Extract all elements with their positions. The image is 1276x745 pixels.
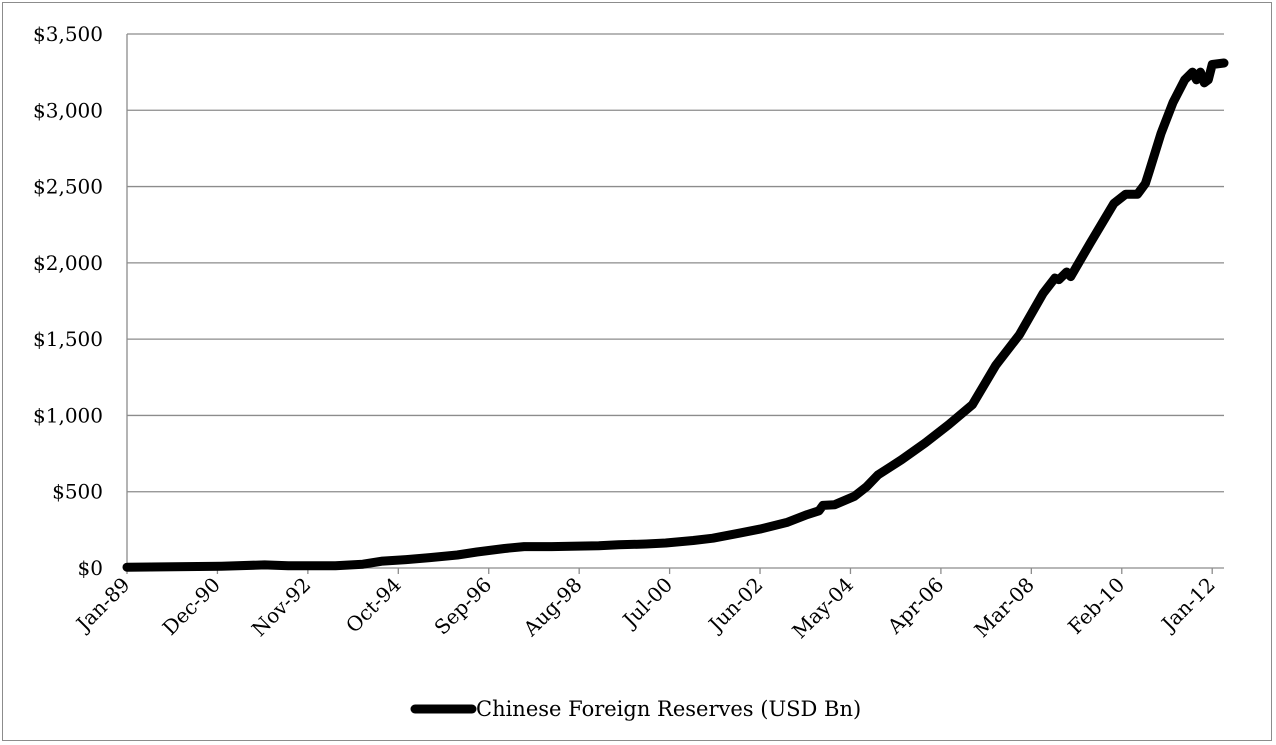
legend: Chinese Foreign Reserves (USD Bn) xyxy=(410,697,861,721)
series-group xyxy=(122,58,1229,572)
x-tick-label: Apr-06 xyxy=(882,573,948,639)
y-tick-label: $500 xyxy=(52,480,103,504)
series-line-chinese-foreign-reserves xyxy=(122,58,1229,572)
x-tick-label: Sep-96 xyxy=(429,573,496,640)
y-tick-label: $3,500 xyxy=(33,22,103,46)
y-tick-label: $1,000 xyxy=(33,403,103,427)
x-tick-label: May-04 xyxy=(787,573,858,644)
gridlines xyxy=(126,33,1224,574)
y-axis-tick-labels: $0 $500 $1,000 $1,500 $2,000 $2,500 $3,000 $3,5… xyxy=(33,22,103,580)
x-tick-label: Feb-10 xyxy=(1063,573,1129,639)
x-tick-label: Jun-02 xyxy=(703,573,768,638)
x-tick-label: Aug-98 xyxy=(518,573,587,642)
x-tick-label: Nov-92 xyxy=(247,573,316,642)
x-tick-label: Jan-89 xyxy=(70,573,134,637)
x-axis-tick-labels: Jan-89 Dec-90 Nov-92 Oct-94 Sep-96 Aug-98 Jul-… xyxy=(70,573,1220,644)
legend-label: Chinese Foreign Reserves (USD Bn) xyxy=(476,697,861,721)
y-tick-label: $2,000 xyxy=(33,251,103,275)
x-tick-label: Oct-94 xyxy=(341,573,406,638)
x-tick-label: Jul-00 xyxy=(617,573,677,633)
x-tick-label: Jan-12 xyxy=(1155,573,1219,637)
y-tick-label: $3,000 xyxy=(33,98,103,122)
x-tick-label: Mar-08 xyxy=(969,573,1038,642)
y-tick-label: $2,500 xyxy=(33,175,103,199)
y-tick-label: $1,500 xyxy=(33,327,103,351)
x-tick-label: Dec-90 xyxy=(158,573,225,640)
y-tick-label: $0 xyxy=(78,556,103,580)
